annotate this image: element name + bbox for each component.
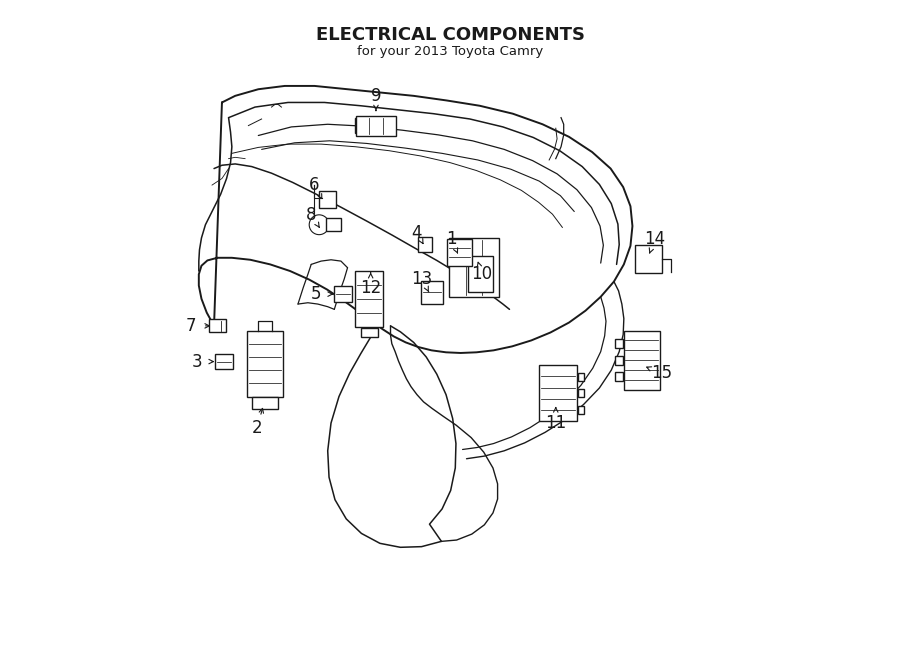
Bar — [615, 356, 623, 365]
Bar — [356, 118, 370, 133]
Polygon shape — [199, 86, 633, 353]
Text: 3: 3 — [193, 352, 202, 371]
Text: 14: 14 — [644, 230, 665, 249]
Text: 4: 4 — [411, 223, 422, 242]
Bar — [418, 237, 432, 252]
Bar — [334, 286, 352, 302]
Bar — [421, 280, 444, 303]
Bar — [538, 365, 577, 422]
Text: 11: 11 — [545, 414, 566, 432]
Bar — [356, 271, 383, 327]
Text: for your 2013 Toyota Camry: for your 2013 Toyota Camry — [357, 45, 543, 58]
Bar — [615, 372, 623, 381]
Bar — [252, 397, 277, 409]
Text: 2: 2 — [252, 419, 262, 438]
Text: 7: 7 — [185, 317, 196, 335]
Bar — [635, 245, 662, 273]
Bar — [247, 330, 284, 397]
Bar — [578, 406, 584, 414]
Text: 12: 12 — [360, 278, 382, 297]
Bar — [361, 327, 378, 336]
Text: 6: 6 — [310, 176, 320, 194]
Bar — [615, 339, 623, 348]
Bar — [447, 239, 473, 266]
Text: 9: 9 — [371, 87, 382, 105]
Bar — [320, 192, 336, 208]
Bar — [215, 354, 232, 369]
Bar — [209, 319, 226, 332]
Text: ELECTRICAL COMPONENTS: ELECTRICAL COMPONENTS — [316, 26, 584, 44]
Bar — [578, 373, 584, 381]
Text: 1: 1 — [446, 230, 456, 249]
Bar — [356, 116, 396, 136]
Bar — [578, 389, 584, 397]
Text: 15: 15 — [651, 364, 672, 383]
Bar — [327, 218, 341, 231]
Bar — [624, 330, 660, 390]
Bar — [449, 238, 499, 297]
Text: 5: 5 — [311, 285, 321, 303]
Text: 10: 10 — [472, 265, 492, 284]
Text: 13: 13 — [411, 270, 433, 288]
Bar — [468, 256, 493, 292]
Text: 8: 8 — [306, 206, 317, 224]
